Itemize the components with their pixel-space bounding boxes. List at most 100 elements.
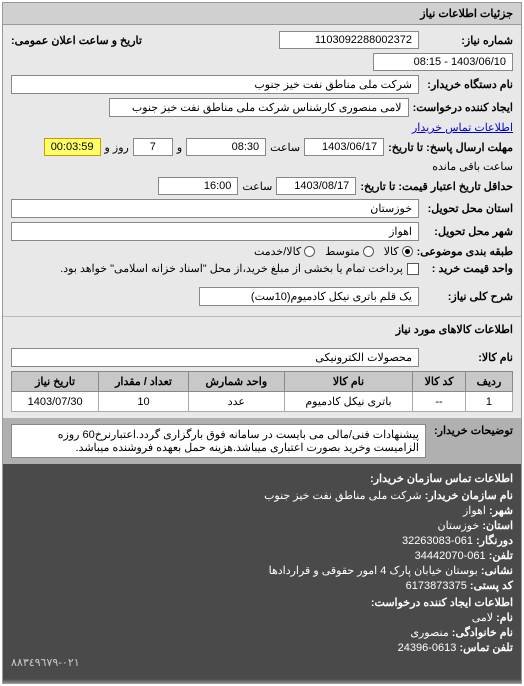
td-date: 1403/07/30 [12, 392, 99, 412]
need-number-label: شماره نیاز: [423, 34, 513, 47]
th-unit: واحد شمارش [188, 372, 284, 392]
th-qty: تعداد / مقدار [99, 372, 189, 392]
c-org-label: نام سازمان خریدار: [425, 490, 513, 502]
c-mobile-value: 0613-24396 [398, 642, 457, 654]
c-fax-value: 061-32263083 [402, 535, 473, 547]
td-row: 1 [465, 392, 512, 412]
items-body: نام کالا: محصولات الکترونیکی ردیف کد کال… [3, 342, 521, 418]
c-org-value: شرکت ملی مناطق نفت خیز جنوب [264, 490, 422, 502]
contact-section: اطلاعات تماس سازمان خریدار: نام سازمان خ… [3, 464, 521, 679]
days-and: و [177, 141, 182, 154]
item-name-field: محصولات الکترونیکی [11, 348, 419, 367]
row-deadline: مهلت ارسال پاسخ: تا تاریخ: 1403/06/17 سا… [11, 138, 513, 173]
c-province-label: استان: [482, 520, 513, 532]
td-name: باتری نیکل کادمیوم [284, 392, 412, 412]
requester-label: ایجاد کننده درخواست: [413, 101, 513, 114]
contact-mobile-row: تلفن تماس: 0613-24396 [11, 641, 513, 654]
category-label: طبقه بندی موضوعی: [417, 245, 513, 258]
items-table: ردیف کد کالا نام کالا واحد شمارش تعداد /… [11, 371, 513, 412]
need-number-field: 1103092288002372 [279, 31, 419, 49]
row-validity: حداقل تاریخ اعتبار قیمت: تا تاریخ: 1403/… [11, 177, 513, 195]
row-city: شهر محل تحویل: اهواز [11, 222, 513, 241]
explain-label: توضیحات خریدار: [434, 424, 513, 458]
details-panel: جزئیات اطلاعات نیاز شماره نیاز: 11030922… [2, 2, 522, 684]
c-city-value: اهواز [463, 505, 486, 517]
contact-title: اطلاعات تماس سازمان خریدار: [11, 472, 513, 485]
td-unit: عدد [188, 392, 284, 412]
contact-address-row: نشانی: بوستان خیابان پارک 4 امور حقوقی و… [11, 564, 513, 577]
th-row: ردیف [465, 372, 512, 392]
validity-label: حداقل تاریخ اعتبار قیمت: تا تاریخ: [360, 180, 513, 193]
row-province: استان محل تحویل: خوزستان [11, 199, 513, 218]
radio-dot-checked-icon [402, 246, 413, 257]
contact-family-row: نام خانوادگی: منصوری [11, 626, 513, 639]
buyer-org-label: نام دستگاه خریدار: [423, 78, 513, 91]
contact-city-row: شهر: اهواز [11, 504, 513, 517]
deadline-date-field: 1403/06/17 [304, 138, 384, 156]
c-city-label: شهر: [489, 505, 513, 517]
row-buyer-org: نام دستگاه خریدار: شرکت ملی مناطق نفت خی… [11, 75, 513, 94]
row-item-name: نام کالا: محصولات الکترونیکی [11, 348, 513, 367]
td-qty: 10 [99, 392, 189, 412]
item-name-label: نام کالا: [423, 351, 513, 364]
radio-both-label: کالا/خدمت [254, 245, 301, 258]
c-phone-value: 061-34442070 [415, 550, 486, 562]
buyer-contact-link[interactable]: اطلاعات تماس خریدار [412, 121, 513, 134]
announce-label: تاریخ و ساعت اعلان عمومی: [11, 34, 142, 47]
days-unit: روز و [105, 141, 129, 154]
province-label: استان محل تحویل: [423, 202, 513, 215]
time-label-2: ساعت [242, 180, 272, 193]
contact-postal-row: کد پستی: 6173873375 [11, 579, 513, 592]
radio-medium[interactable]: متوسط [325, 245, 374, 258]
footer-phone: ٠٢١-٨٨٣٤٩٦٧٩ [11, 656, 513, 669]
timer-suffix: ساعت باقی مانده [432, 160, 513, 173]
c-family-value: منصوری [410, 627, 448, 639]
table-row[interactable]: 1 -- باتری نیکل کادمیوم عدد 10 1403/07/3… [12, 392, 513, 412]
unit-price-label: واحد قیمت خرید : [423, 262, 513, 275]
th-name: نام کالا [284, 372, 412, 392]
row-need-number: شماره نیاز: 1103092288002372 تاریخ و ساع… [11, 31, 513, 71]
time-label-1: ساعت [270, 141, 300, 154]
row-requester: ایجاد کننده درخواست: لامی منصوری کارشناس… [11, 98, 513, 134]
c-phone-label: تلفن: [489, 550, 513, 562]
days-value-field: 7 [133, 138, 173, 156]
row-subject: شرح کلی نیاز: یک قلم باتری نیکل کادمیوم(… [11, 287, 513, 306]
th-date: تاریخ نیاز [12, 372, 99, 392]
row-category: طبقه بندی موضوعی: کالا متوسط کالا/خدمت [11, 245, 513, 258]
subject-field: یک قلم باتری نیکل کادمیوم(10ست) [199, 287, 419, 306]
contact-name-row: نام: لامی [11, 611, 513, 624]
contact-fax-row: دورنگار: 061-32263083 [11, 534, 513, 547]
c-name-label: نام: [496, 612, 513, 624]
radio-goods-label: کالا [384, 245, 399, 258]
province-field: خوزستان [11, 199, 419, 218]
city-field: اهواز [11, 222, 419, 241]
buyer-explanation-box: توضیحات خریدار: پیشنهادات فنی/مالی می با… [3, 418, 521, 464]
contact-phone-row: تلفن: 061-34442070 [11, 549, 513, 562]
table-header-row: ردیف کد کالا نام کالا واحد شمارش تعداد /… [12, 372, 513, 392]
treasury-checkbox[interactable] [407, 263, 419, 275]
c-address-value: بوستان خیابان پارک 4 امور حقوقی و قراردا… [269, 565, 478, 577]
items-section-title: اطلاعات کالاهای مورد نیاز [3, 316, 521, 342]
requester-field: لامی منصوری کارشناس شرکت ملی مناطق نفت خ… [109, 98, 409, 117]
deadline-time-field: 08:30 [186, 138, 266, 156]
c-mobile-label: تلفن تماس: [459, 642, 513, 654]
radio-goods[interactable]: کالا [384, 245, 413, 258]
th-code: کد کالا [413, 372, 466, 392]
contact-org-row: نام سازمان خریدار: شرکت ملی مناطق نفت خی… [11, 489, 513, 502]
c-postal-label: کد پستی: [470, 580, 513, 592]
fade-bottom [3, 679, 521, 683]
explain-text: پیشنهادات فنی/مالی می بایست در سامانه فو… [11, 424, 426, 458]
unit-price-note: پرداخت تمام یا بخشی از مبلغ خرید،از محل … [60, 262, 403, 275]
contact-prov-row: استان: خوزستان [11, 519, 513, 532]
c-postal-value: 6173873375 [406, 580, 467, 592]
c-fax-label: دورنگار: [476, 535, 513, 547]
category-radio-group: کالا متوسط کالا/خدمت [254, 245, 413, 258]
c-name-value: لامی [472, 612, 493, 624]
city-label: شهر محل تحویل: [423, 225, 513, 238]
radio-both[interactable]: کالا/خدمت [254, 245, 315, 258]
c-province-value: خوزستان [437, 520, 479, 532]
row-unit-price: واحد قیمت خرید : پرداخت تمام یا بخشی از … [11, 262, 513, 275]
radio-dot-icon [363, 246, 374, 257]
subject-label: شرح کلی نیاز: [423, 290, 513, 303]
buyer-org-field: شرکت ملی مناطق نفت خیز جنوب [11, 75, 419, 94]
